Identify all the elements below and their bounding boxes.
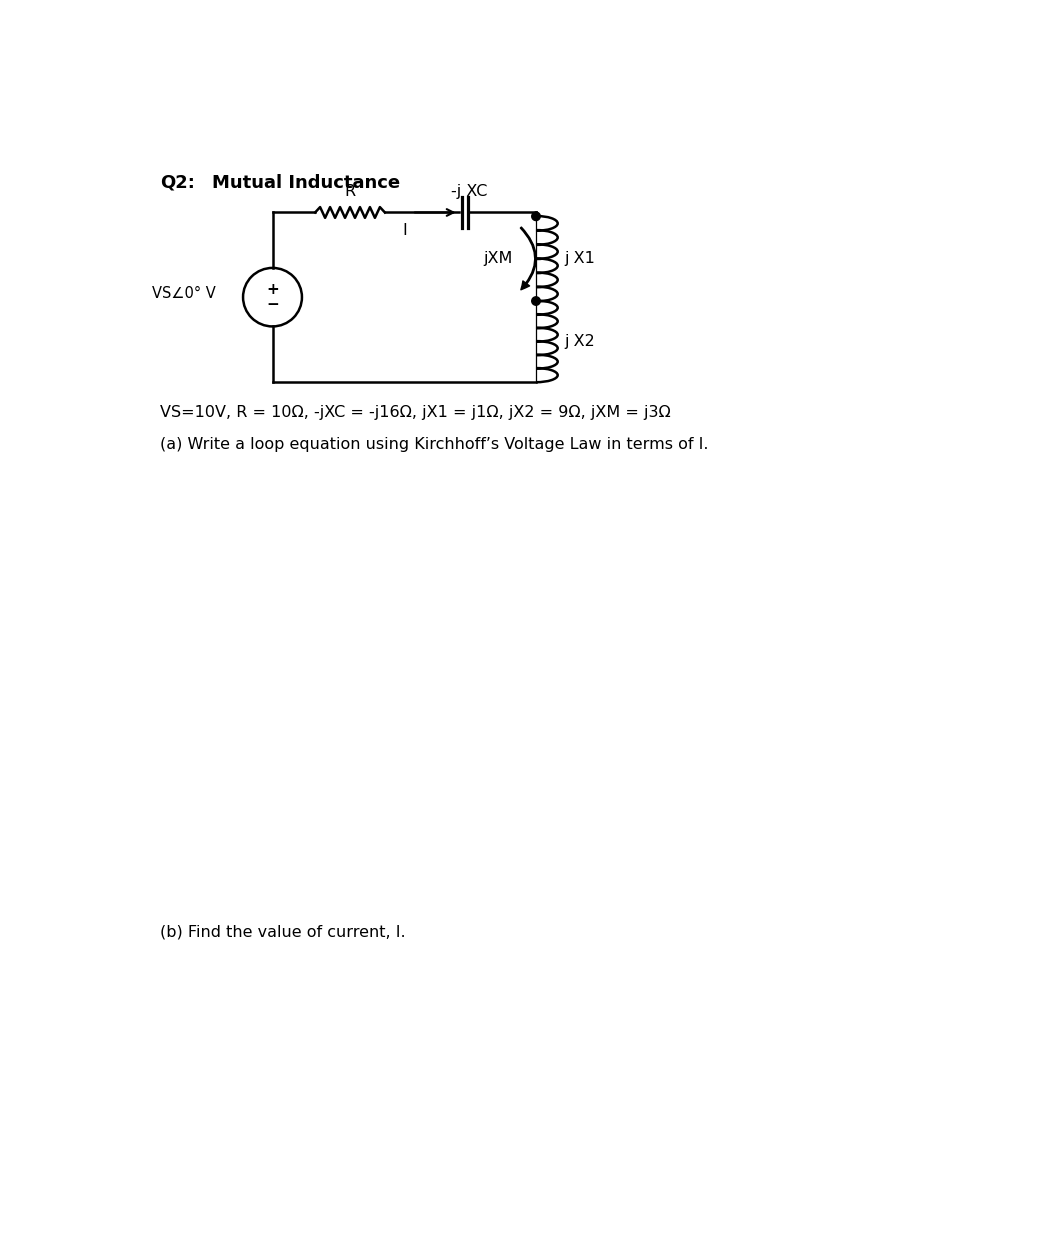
Text: −: − [266, 297, 279, 312]
Text: VS∠0° V: VS∠0° V [152, 286, 216, 301]
Text: R: R [345, 183, 355, 198]
Text: jXM: jXM [483, 251, 513, 266]
Circle shape [532, 212, 541, 220]
Circle shape [532, 297, 541, 306]
Text: VS=10V, R = 10Ω, -jXC = -j16Ω, jX1 = j1Ω, jX2 = 9Ω, jXM = j3Ω: VS=10V, R = 10Ω, -jXC = -j16Ω, jX1 = j1Ω… [160, 405, 671, 420]
Text: j X1: j X1 [564, 251, 595, 266]
Text: j X2: j X2 [564, 334, 595, 349]
Text: +: + [266, 282, 279, 297]
Text: Q2:: Q2: [160, 175, 195, 192]
Text: (b) Find the value of current, I.: (b) Find the value of current, I. [160, 925, 405, 940]
Text: I: I [402, 223, 406, 238]
Text: (a) Write a loop equation using Kirchhoff’s Voltage Law in terms of I.: (a) Write a loop equation using Kirchhof… [160, 437, 709, 452]
Text: -j XC: -j XC [451, 183, 487, 198]
Text: Mutual Inductance: Mutual Inductance [187, 175, 400, 192]
FancyArrowPatch shape [520, 227, 536, 290]
